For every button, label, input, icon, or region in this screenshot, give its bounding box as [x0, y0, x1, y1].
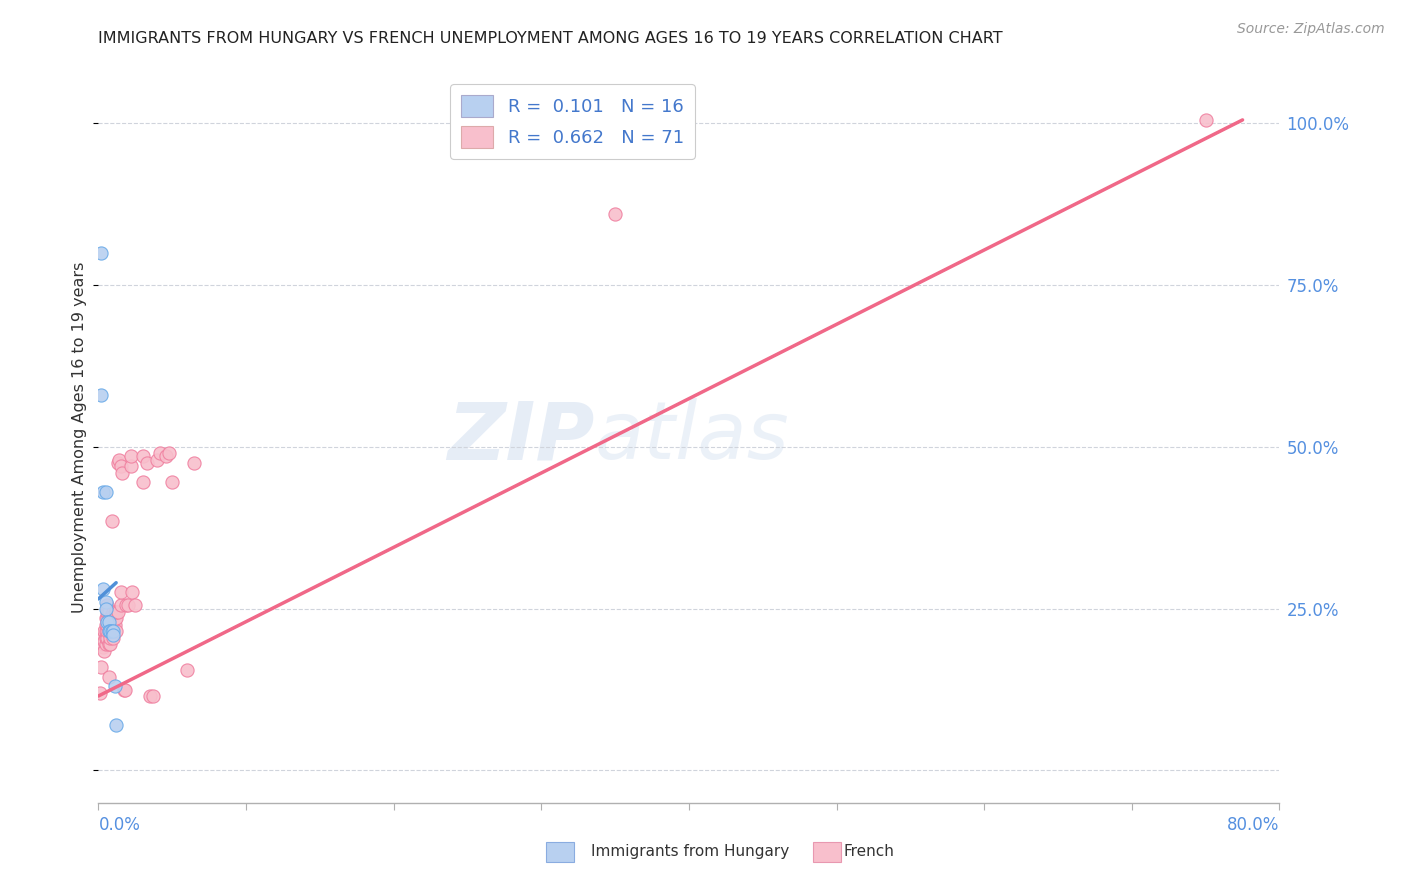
- Point: [121, 585, 143, 599]
- Point: [110, 459, 132, 474]
- Point: [103, 627, 125, 641]
- Point: [111, 466, 134, 480]
- Point: [103, 624, 125, 639]
- Point: [105, 611, 128, 625]
- Point: [104, 617, 127, 632]
- Point: [183, 456, 205, 470]
- Point: [117, 599, 139, 613]
- Point: [98, 631, 121, 645]
- Point: [105, 624, 128, 639]
- Y-axis label: Unemployment Among Ages 16 to 19 years: Unemployment Among Ages 16 to 19 years: [72, 261, 87, 613]
- Point: [107, 605, 129, 619]
- Point: [103, 605, 125, 619]
- Point: [91, 485, 114, 500]
- Point: [94, 611, 117, 625]
- Point: [105, 605, 128, 619]
- Point: [98, 637, 121, 651]
- Point: [114, 682, 136, 697]
- Point: [104, 679, 127, 693]
- Point: [97, 615, 120, 629]
- Point: [100, 514, 122, 528]
- Text: 0.0%: 0.0%: [98, 816, 141, 834]
- Point: [90, 245, 112, 260]
- Point: [176, 663, 198, 677]
- Text: ZIP: ZIP: [447, 398, 595, 476]
- Point: [96, 611, 118, 625]
- Point: [120, 459, 142, 474]
- Point: [97, 617, 120, 632]
- Point: [146, 452, 169, 467]
- Point: [97, 624, 120, 639]
- Point: [98, 624, 121, 639]
- Point: [94, 617, 117, 632]
- Text: atlas: atlas: [595, 398, 789, 476]
- Point: [96, 615, 118, 629]
- Point: [96, 624, 118, 639]
- Point: [149, 446, 172, 460]
- Point: [90, 388, 112, 402]
- Point: [132, 450, 155, 464]
- Point: [96, 605, 118, 619]
- Point: [107, 456, 129, 470]
- Text: 80.0%: 80.0%: [1227, 816, 1279, 834]
- Point: [103, 617, 125, 632]
- Point: [120, 450, 142, 464]
- Point: [103, 611, 125, 625]
- Text: Source: ZipAtlas.com: Source: ZipAtlas.com: [1237, 22, 1385, 37]
- Point: [94, 601, 117, 615]
- Point: [93, 624, 115, 639]
- Point: [110, 599, 132, 613]
- Point: [103, 631, 125, 645]
- Point: [105, 718, 128, 732]
- Point: [112, 682, 135, 697]
- Point: [97, 637, 120, 651]
- Point: [124, 599, 146, 613]
- Point: [115, 599, 138, 613]
- Point: [97, 669, 120, 683]
- Point: [605, 207, 627, 221]
- Point: [91, 640, 114, 655]
- Point: [155, 450, 177, 464]
- Point: [104, 605, 127, 619]
- Point: [94, 637, 117, 651]
- Point: [157, 446, 180, 460]
- Point: [100, 624, 122, 639]
- Point: [98, 617, 121, 632]
- Point: [132, 475, 155, 490]
- Point: [93, 643, 115, 657]
- Point: [91, 631, 114, 645]
- Point: [91, 637, 114, 651]
- Point: [96, 599, 118, 613]
- Point: [1195, 112, 1218, 127]
- Point: [501, 112, 523, 127]
- FancyBboxPatch shape: [546, 842, 574, 862]
- FancyBboxPatch shape: [813, 842, 841, 862]
- Point: [139, 689, 162, 703]
- Point: [94, 485, 117, 500]
- Point: [136, 456, 159, 470]
- Point: [96, 617, 118, 632]
- Point: [94, 624, 117, 639]
- Point: [162, 475, 183, 490]
- Text: IMMIGRANTS FROM HUNGARY VS FRENCH UNEMPLOYMENT AMONG AGES 16 TO 19 YEARS CORRELA: IMMIGRANTS FROM HUNGARY VS FRENCH UNEMPL…: [98, 31, 1002, 46]
- Point: [97, 605, 120, 619]
- Point: [97, 611, 120, 625]
- Text: French: French: [844, 845, 894, 859]
- Text: Immigrants from Hungary: Immigrants from Hungary: [591, 845, 789, 859]
- Point: [90, 660, 112, 674]
- Point: [94, 595, 117, 609]
- Point: [94, 631, 117, 645]
- Point: [104, 611, 127, 625]
- Point: [96, 631, 118, 645]
- Point: [98, 624, 121, 639]
- Point: [142, 689, 165, 703]
- Point: [91, 582, 114, 597]
- Point: [110, 585, 132, 599]
- Point: [98, 611, 121, 625]
- Point: [93, 634, 115, 648]
- Point: [97, 624, 120, 639]
- Point: [89, 686, 111, 700]
- Legend: R =  0.101   N = 16, R =  0.662   N = 71: R = 0.101 N = 16, R = 0.662 N = 71: [450, 84, 695, 159]
- Point: [108, 452, 131, 467]
